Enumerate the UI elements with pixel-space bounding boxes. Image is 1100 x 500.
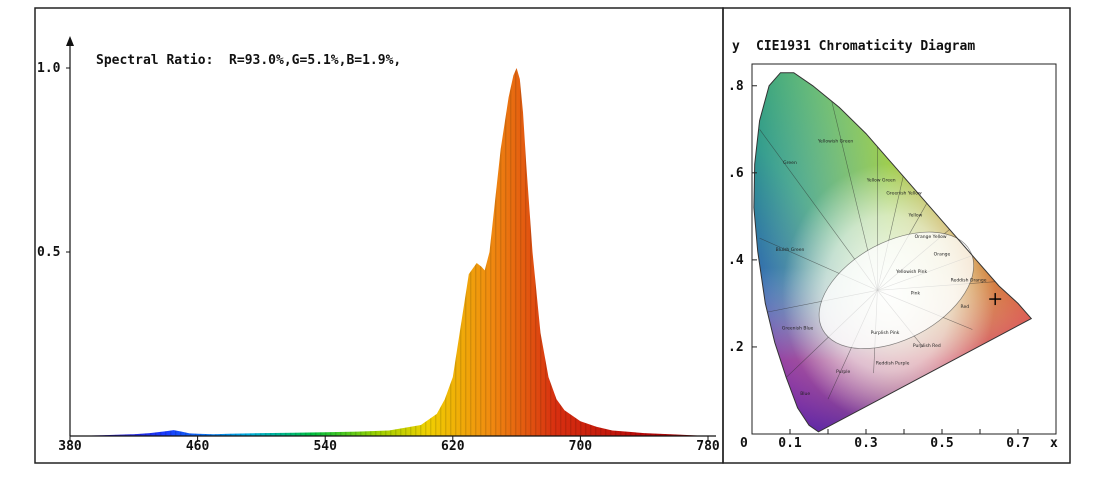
cie-chromaticity-point: [989, 293, 1002, 306]
cie-region-label: Purplish Pink: [871, 330, 900, 336]
cie-region-label: Pink: [911, 291, 921, 297]
cie-region-label: Bluish Green: [776, 247, 805, 253]
cie-region-label: Greenish Yellow: [886, 191, 922, 197]
cie-region-label: Yellow: [907, 212, 922, 218]
cie-chart: y CIE1931 Chromaticity Diagram Green Yell…: [728, 39, 1058, 451]
cie-x-label: x: [1050, 436, 1058, 451]
cie-region-label: Purple: [836, 369, 850, 375]
cie-region-label: Greenish Blue: [782, 326, 814, 332]
spectrum-x-tick-label: 780: [696, 439, 720, 454]
spectrum-panel-frame: [34, 7, 724, 464]
spectrum-y-tick-label: 0.5: [37, 245, 60, 260]
spectrum-x-tick-label: 380: [58, 439, 82, 454]
cie-y-tick-label: .8: [728, 79, 744, 94]
cie-region-label: Red: [961, 304, 970, 310]
spectrum-curve-stripes: [70, 68, 708, 436]
spectrum-x-tick-label: 460: [186, 439, 210, 454]
cie-region-label: Reddish Purple: [876, 360, 910, 366]
cie-x-ticks: 0 0.1 0.3 0.5 0.7: [740, 429, 1030, 451]
cie-region-label: Orange Yellow: [915, 234, 947, 240]
cie-x-tick-label: 0.7: [1006, 436, 1029, 451]
spectrum-y-ticks: 1.0 0.5: [37, 61, 70, 260]
cie-y-ticks: .2 .4 .6 .8: [728, 79, 757, 355]
cie-region-label: Purplish Red: [913, 343, 941, 349]
spectrum-x-tick-label: 700: [569, 439, 593, 454]
cie-region-label: Yellow Green: [866, 178, 896, 184]
cie-region-labels: Green Yellowish Green Yellow Green Greenish…: [776, 138, 987, 396]
cie-y-tick-label: .6: [728, 166, 744, 181]
spectrum-x-tick-label: 620: [441, 439, 465, 454]
spectrum-y-tick-label: 1.0: [37, 61, 61, 76]
cie-region-label: Blue: [800, 391, 810, 397]
cie-y-tick-label: .2: [728, 340, 744, 355]
spectrum-x-ticks: 380 460 540 620 700 780: [58, 436, 720, 454]
cie-panel-frame: [722, 7, 1071, 464]
spectral-ratio-annotation: Spectral Ratio: R=93.0%,G=5.1%,B=1.9%,: [96, 53, 401, 68]
spectrum-y-axis-arrow: [66, 36, 74, 46]
cie-white-region: [818, 231, 975, 350]
cie-region-label: Reddish Orange: [951, 278, 987, 284]
cie-x-tick-label: 0.1: [778, 436, 802, 451]
cie-x-tick-label: 0.3: [854, 436, 877, 451]
spectrum-x-tick-label: 540: [313, 439, 337, 454]
spectrum-chart: 380 460 540 620 700 780 1.0 0.5 Spectral Ratio…: [37, 36, 720, 454]
cie-title: CIE1931 Chromaticity Diagram: [756, 39, 975, 54]
cie-locus-outline: [753, 72, 1033, 433]
cie-x-tick-label: 0: [740, 436, 748, 451]
cie-region-label: Orange: [934, 252, 951, 258]
cie-region-label: Green: [783, 160, 797, 166]
spectrum-curve: [70, 68, 708, 436]
cie-y-label: y: [732, 39, 740, 54]
cie-region-label: Yellowish Pink: [895, 269, 927, 275]
cie-y-tick-label: .4: [728, 253, 744, 268]
cie-x-tick-label: 0.5: [930, 436, 953, 451]
spectrum-plot-area: [70, 68, 708, 436]
cie-region-label: Yellowish Green: [817, 138, 854, 144]
